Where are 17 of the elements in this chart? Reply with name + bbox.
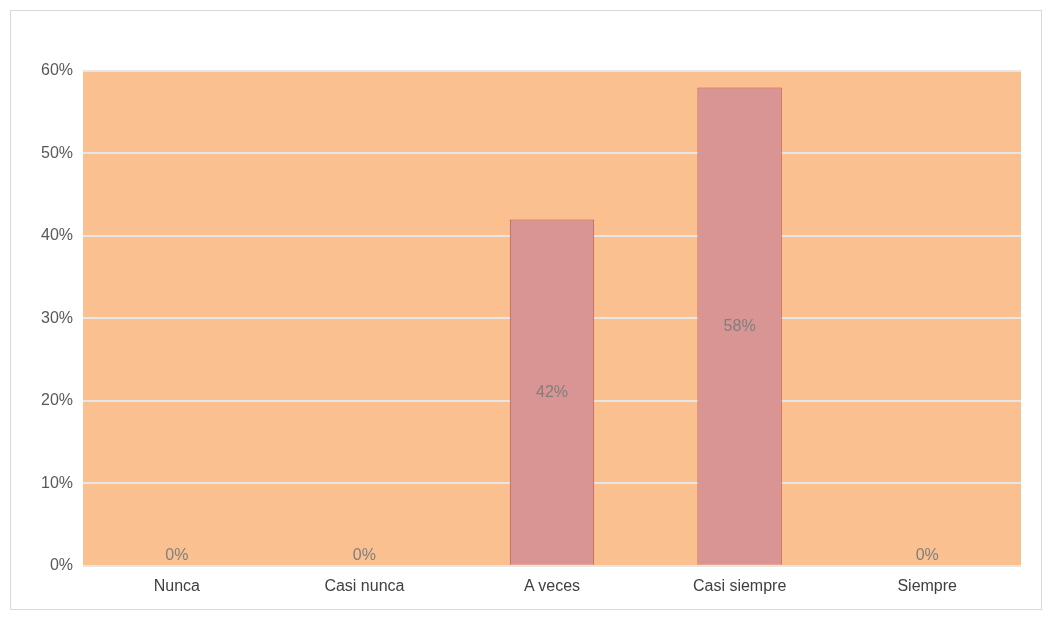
x-tick-label: Siempre <box>897 576 958 594</box>
x-tick-label: Casi nunca <box>324 576 405 594</box>
y-tick-label: 60% <box>40 61 74 79</box>
x-tick-label: Nunca <box>153 576 201 594</box>
data-label: 42% <box>536 382 569 400</box>
data-label: 0% <box>165 546 189 564</box>
y-tick-label: 0% <box>49 556 74 574</box>
x-tick-label: Casi siempre <box>692 576 787 594</box>
data-label: 0% <box>352 546 376 564</box>
y-tick-label: 10% <box>40 473 74 491</box>
y-tick-label: 40% <box>40 226 74 244</box>
y-tick-label: 20% <box>40 391 74 409</box>
x-tick-label: A veces <box>524 576 581 594</box>
data-label: 58% <box>723 316 756 334</box>
y-tick-label: 30% <box>40 308 74 326</box>
data-label: 0% <box>915 546 939 564</box>
y-tick-label: 50% <box>40 143 74 161</box>
